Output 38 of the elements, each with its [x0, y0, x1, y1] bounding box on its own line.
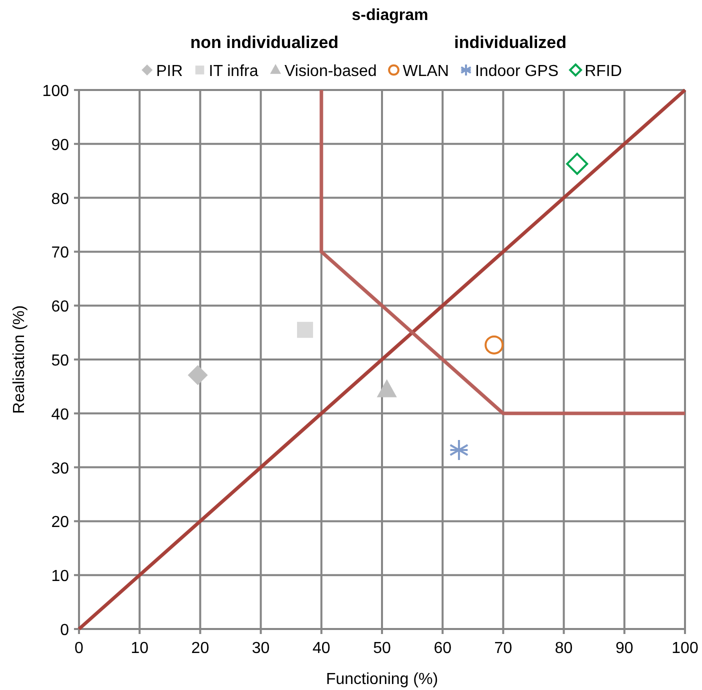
x-tick-label: 70 — [494, 640, 512, 657]
text: non individualized — [190, 33, 339, 52]
y-tick-label: 100 — [42, 83, 70, 100]
x-tick-label: 80 — [554, 640, 573, 657]
legend-label: IT infra — [208, 63, 258, 80]
y-tick-label: 10 — [51, 568, 70, 586]
x-tick-label: 50 — [373, 640, 391, 657]
y-tick-label: 70 — [51, 244, 70, 262]
legend-label: Vision-based — [284, 63, 377, 80]
text: individualized — [454, 33, 567, 52]
x-tick-label: 60 — [434, 640, 452, 657]
point — [484, 335, 504, 354]
point — [566, 152, 588, 175]
y-axis-title: Realisation (%) — [11, 305, 28, 414]
y-tick-label: 80 — [51, 190, 70, 208]
x-tick-label: 30 — [252, 640, 270, 657]
legend-label: WLAN — [402, 63, 449, 80]
point — [449, 439, 469, 462]
point — [297, 322, 314, 338]
y-tick-label: 20 — [51, 514, 70, 532]
legend-label: Indoor GPS — [474, 63, 559, 80]
y-tick-label: 60 — [51, 298, 70, 316]
chart-title: s-diagram — [352, 7, 428, 24]
x-tick-label: 0 — [74, 640, 84, 657]
x-tick-label: 10 — [130, 640, 149, 657]
legend-label: PIR — [156, 63, 183, 80]
x-tick-label: 100 — [672, 640, 698, 657]
x-tick-label: 20 — [191, 640, 210, 657]
y-tick-label: 0 — [60, 622, 70, 639]
point — [188, 365, 208, 386]
x-tick-label: 40 — [312, 640, 330, 657]
legend-label: RFID — [584, 63, 622, 80]
y-tick-label: 40 — [51, 406, 70, 424]
x-tick-label: 90 — [616, 640, 634, 657]
y-tick-label: 30 — [51, 460, 70, 478]
y-tick-label: 90 — [51, 136, 70, 154]
y-tick-label: 50 — [51, 352, 70, 370]
x-axis-title: Functioning (%) — [326, 671, 438, 688]
